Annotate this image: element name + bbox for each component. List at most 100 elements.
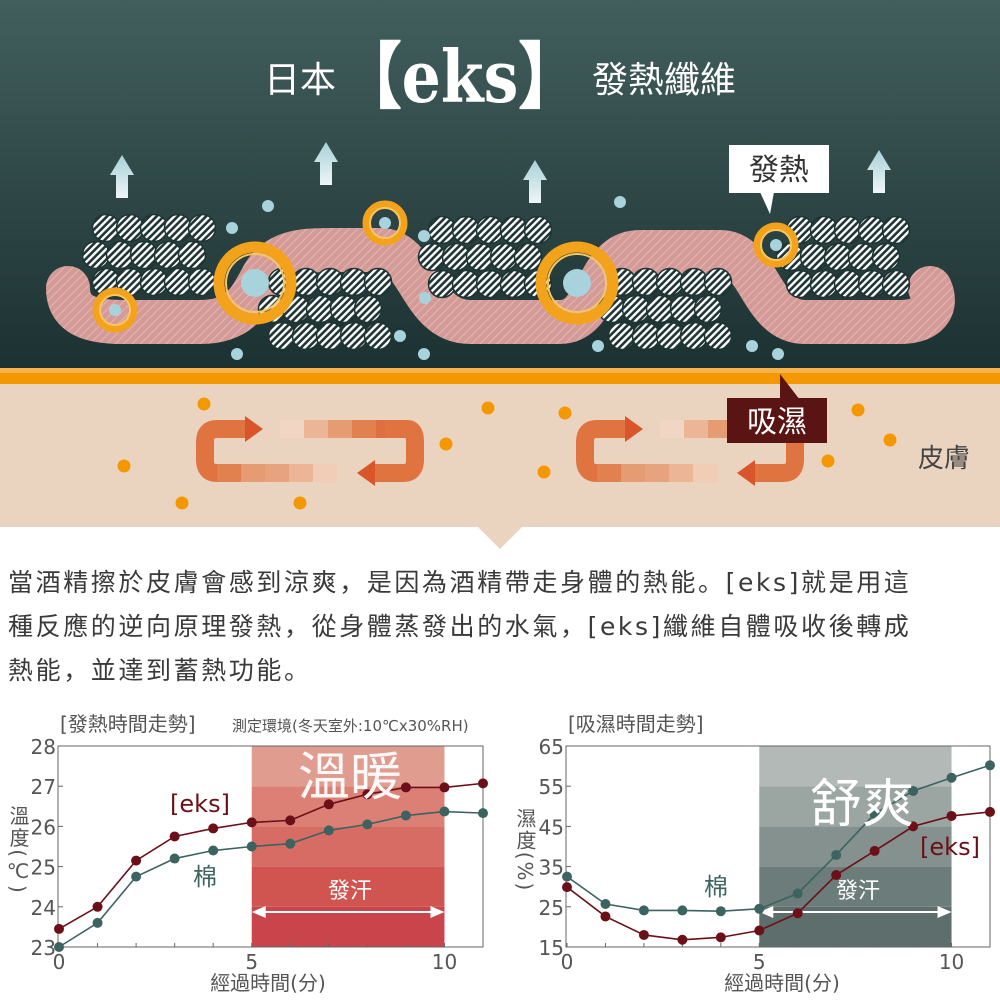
plot-area: 0 5 10 23 24 25 26 27 28: [31, 735, 488, 974]
fiber-strand: [499, 215, 529, 245]
data-point: [562, 871, 572, 882]
skin-label: 皮膚: [918, 444, 970, 474]
data-point: [869, 808, 880, 819]
loop-segment: [217, 464, 241, 482]
title-prefix: 日本: [264, 60, 336, 101]
y-tick-label: 25: [539, 896, 564, 920]
skin-heat-dots: [117, 397, 897, 510]
series-label-eks: [eks]: [920, 833, 980, 861]
data-point: [323, 825, 334, 836]
fiber-strand: [177, 240, 207, 270]
absorb-callout: 吸濕: [727, 374, 827, 443]
fiber-strand: [129, 240, 159, 270]
y-tick-label: 45: [539, 815, 564, 839]
fiber-strand: [857, 269, 887, 299]
data-point: [54, 942, 64, 952]
data-point: [638, 929, 649, 940]
fiber-strand: [693, 294, 723, 324]
data-point: [715, 932, 726, 943]
loop-segment: [328, 420, 352, 438]
fiber-strand: [833, 215, 863, 245]
data-point: [715, 906, 726, 917]
highlight-band: [759, 826, 952, 867]
loop-left-curve: [576, 420, 625, 482]
x-axis-label: 經過時間(分): [210, 971, 326, 995]
loop-segment: [684, 420, 708, 438]
data-point: [792, 888, 803, 899]
heat-callout: 發熱: [729, 145, 829, 214]
up-arrow-icon: [314, 142, 338, 185]
fiber-strand: [631, 321, 661, 351]
y-tick-label: 35: [539, 856, 564, 880]
series-line: [566, 811, 991, 941]
water-droplet: [231, 348, 243, 360]
data-point: [600, 911, 611, 922]
data-point: [92, 917, 103, 928]
data-point: [869, 845, 880, 856]
highlight-band: [759, 746, 952, 787]
fiber-strand: [163, 213, 193, 243]
loop-segment: [265, 464, 289, 482]
fiber-strand: [499, 269, 529, 299]
water-droplets: [226, 196, 784, 360]
fiber-strand: [809, 215, 839, 245]
x-tick-label: 0: [561, 950, 574, 974]
x-tick-label: 5: [753, 950, 766, 974]
highlight-band: [759, 866, 952, 907]
fiber-strand: [163, 267, 193, 297]
heat-dot: [558, 406, 572, 420]
water-droplet: [262, 200, 274, 212]
y-tick-label: 26: [31, 815, 56, 839]
y-tick-label: 27: [31, 775, 56, 799]
data-point: [478, 778, 488, 789]
fiber-strand: [363, 321, 393, 351]
heat-dot: [883, 433, 897, 447]
highlight-band: [759, 786, 952, 827]
loop-segment: [352, 420, 376, 438]
water-droplet: [394, 330, 406, 342]
data-point: [478, 808, 488, 819]
water-molecule: [770, 239, 782, 251]
plot-frame: [57, 745, 484, 948]
fiber-strand: [267, 321, 297, 351]
fiber-strand: [451, 269, 481, 299]
fiber-strand: [339, 267, 369, 297]
y-tick-label: 23: [31, 936, 56, 960]
arrow-label: 發汗: [836, 879, 880, 904]
fiber-strand: [799, 242, 829, 272]
plot-area: 0 5 10 15 25 35 45 55 65: [539, 735, 995, 974]
heat-arrows: [110, 142, 891, 203]
fiber-strand: [631, 267, 661, 297]
fiber-strand: [823, 242, 853, 272]
data-point: [677, 934, 688, 945]
data-point: [439, 782, 450, 793]
data-point: [985, 760, 995, 771]
data-point: [208, 845, 219, 856]
fiber-strand: [427, 215, 457, 245]
heat-rings: [92, 200, 799, 333]
data-point: [792, 908, 803, 919]
notch-pointer: [478, 527, 522, 549]
fiber-strand: [513, 242, 543, 272]
plot-frame: [565, 745, 991, 948]
data-point: [400, 782, 411, 793]
up-arrow-icon: [110, 155, 134, 198]
water-droplet: [746, 340, 758, 352]
data-point: [169, 853, 180, 864]
series-label-cotton: 棉: [704, 873, 728, 901]
data-point: [946, 810, 957, 821]
heat-dot: [537, 465, 551, 479]
heat-dot: [117, 459, 131, 473]
heat-ring: [92, 287, 138, 333]
skin-area: [0, 384, 1000, 527]
fiber-strand: [329, 294, 359, 324]
loop-segment: [304, 420, 328, 438]
data-point: [323, 799, 334, 810]
series-label-eks: [eks]: [170, 790, 230, 818]
fiber-strand: [703, 321, 733, 351]
data-point: [285, 815, 296, 826]
water-droplet: [614, 196, 626, 208]
fiber-strand: [669, 294, 699, 324]
y-tick-label: 55: [539, 775, 564, 799]
